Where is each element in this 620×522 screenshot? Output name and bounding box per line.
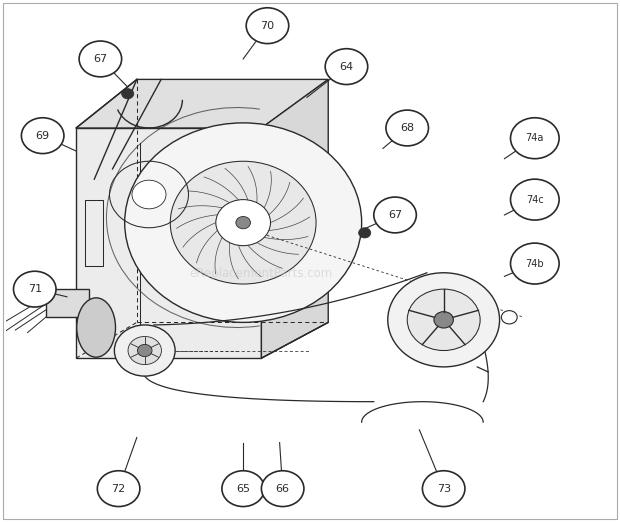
Circle shape	[510, 243, 559, 284]
Circle shape	[14, 271, 56, 307]
Circle shape	[128, 337, 161, 364]
Text: 68: 68	[400, 123, 414, 133]
Text: eReplacementParts.com: eReplacementParts.com	[190, 267, 333, 280]
Circle shape	[407, 289, 480, 351]
Text: 65: 65	[236, 484, 250, 494]
Circle shape	[122, 89, 134, 99]
Circle shape	[79, 41, 122, 77]
Text: 70: 70	[260, 21, 275, 31]
Circle shape	[216, 199, 270, 246]
Circle shape	[138, 345, 152, 357]
Text: 71: 71	[28, 284, 42, 294]
Text: 64: 64	[339, 62, 353, 72]
Circle shape	[358, 228, 371, 238]
Text: 74c: 74c	[526, 195, 544, 205]
Circle shape	[502, 311, 517, 324]
Text: 72: 72	[112, 484, 126, 494]
Circle shape	[374, 197, 417, 233]
Circle shape	[132, 180, 166, 209]
FancyBboxPatch shape	[46, 289, 89, 317]
Circle shape	[388, 273, 500, 367]
Circle shape	[510, 179, 559, 220]
Circle shape	[386, 110, 428, 146]
Circle shape	[434, 312, 453, 328]
Circle shape	[422, 471, 465, 506]
Circle shape	[325, 49, 368, 85]
Text: 67: 67	[94, 54, 107, 64]
Text: 74b: 74b	[526, 258, 544, 268]
Text: 67: 67	[388, 210, 402, 220]
Circle shape	[222, 471, 264, 506]
Text: 73: 73	[436, 484, 451, 494]
Polygon shape	[76, 128, 262, 358]
Text: 69: 69	[35, 130, 50, 140]
Circle shape	[170, 161, 316, 284]
Circle shape	[262, 471, 304, 506]
Circle shape	[21, 118, 64, 153]
Circle shape	[97, 471, 140, 506]
Ellipse shape	[77, 298, 115, 357]
Circle shape	[125, 123, 361, 323]
Polygon shape	[262, 79, 328, 358]
Polygon shape	[76, 79, 328, 128]
Circle shape	[236, 217, 250, 229]
Text: 74a: 74a	[526, 133, 544, 143]
Circle shape	[246, 8, 289, 44]
Text: 66: 66	[276, 484, 290, 494]
Circle shape	[114, 325, 175, 376]
Circle shape	[510, 118, 559, 159]
